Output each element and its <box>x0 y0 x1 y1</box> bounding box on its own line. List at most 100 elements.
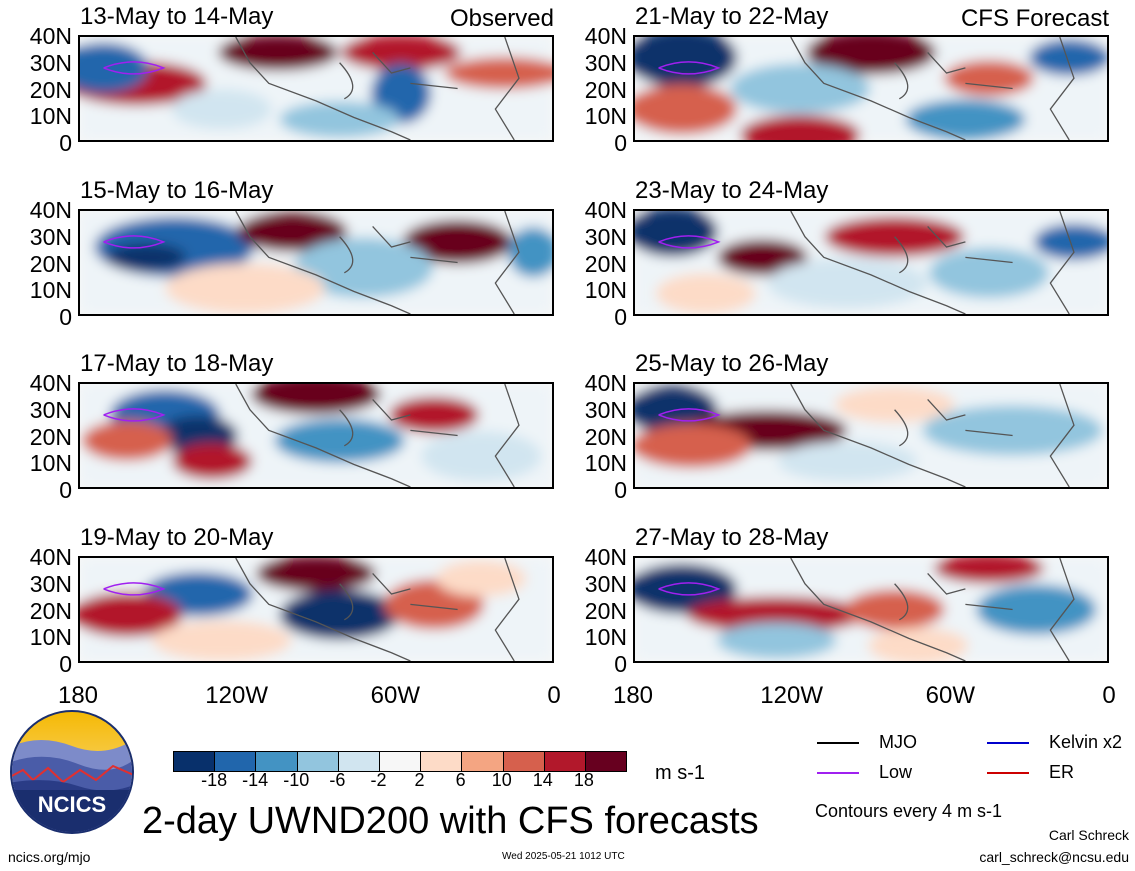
colorbar-swatch <box>255 752 297 771</box>
lat-label: 10N <box>584 103 627 130</box>
anomaly-blob <box>740 114 861 140</box>
anomaly-blob <box>635 423 752 468</box>
lon-label: 120W <box>760 682 824 709</box>
anomaly-blob <box>868 627 969 661</box>
anomaly-map <box>633 382 1109 489</box>
lat-label: 30N <box>29 49 72 76</box>
lat-label: 20N <box>29 250 72 277</box>
anomaly-map <box>633 556 1109 663</box>
lon-label: 180 <box>612 682 654 709</box>
anomaly-blob <box>686 596 867 633</box>
anomaly-blob <box>436 560 527 597</box>
lon-label: 60W <box>925 682 976 709</box>
main-title: 2-day UWND200 with CFS forecasts <box>142 800 759 842</box>
anomaly-blob <box>922 405 1103 456</box>
anomaly-map <box>78 209 554 316</box>
lat-label: 30N <box>29 396 72 423</box>
low-contour <box>103 61 166 75</box>
colorbar-tick-label: 6 <box>455 770 466 790</box>
anomaly-blob <box>165 263 326 314</box>
low-contour <box>103 235 166 249</box>
colorbar-tick-label: 14 <box>532 770 553 790</box>
lat-label: 10N <box>584 450 627 477</box>
anomaly-map <box>78 382 554 489</box>
contours-note: Contours every 4 m s-1 <box>815 801 1003 821</box>
lat-label: 0 <box>59 651 72 677</box>
lat-label: 40N <box>29 23 72 49</box>
lat-label: 20N <box>29 76 72 103</box>
lat-label: 10N <box>584 624 627 651</box>
low-contour <box>658 61 721 75</box>
panel-title: 15-May to 16-May <box>80 177 274 204</box>
anomaly-blob <box>635 211 718 257</box>
anomaly-blob <box>256 558 376 592</box>
colorbar-swatch <box>543 752 585 771</box>
panel-title: 25-May to 26-May <box>635 350 829 377</box>
anomaly-blob <box>279 101 400 138</box>
colorbar-swatch <box>502 752 544 771</box>
anomaly-blob <box>218 37 339 71</box>
anomaly-blob <box>80 592 183 637</box>
panel-corner-label: CFS Forecast <box>960 5 1109 32</box>
colorbar-swatch <box>174 752 215 771</box>
lat-label: 10N <box>29 624 72 651</box>
lat-label: 10N <box>29 103 72 130</box>
coastline <box>235 211 520 314</box>
low-contour <box>658 235 721 249</box>
anomaly-blob <box>635 84 738 135</box>
anomaly-blob <box>806 37 936 75</box>
lat-label: 20N <box>584 423 627 450</box>
lat-label: 0 <box>614 651 627 677</box>
colorbar-units: m s-1 <box>655 762 705 784</box>
anomaly-blob <box>905 99 1026 140</box>
colorbar-tick-label: 10 <box>491 770 512 790</box>
lat-label: 10N <box>29 450 72 477</box>
anomaly-blob <box>1029 39 1107 76</box>
colorbar-tick-label: -10 <box>283 770 310 790</box>
anomaly-blob <box>716 622 837 659</box>
panel-corner-label: Observed <box>449 5 554 32</box>
legend-label: Low <box>879 762 913 782</box>
colorbar <box>173 751 627 772</box>
colorbar-swatch <box>214 752 256 771</box>
anomaly-blob <box>834 386 955 423</box>
legend-swatch <box>817 772 859 774</box>
anomaly-blob <box>80 42 149 93</box>
lon-label: 180 <box>57 682 99 709</box>
lat-label: 40N <box>29 370 72 396</box>
anomaly-blob <box>402 219 513 264</box>
anomaly-blob <box>421 431 542 482</box>
anomaly-blob <box>151 620 292 661</box>
coastline <box>790 37 1075 140</box>
anomaly-blob <box>767 258 928 309</box>
anomaly-blob <box>340 37 461 71</box>
anomaly-blob <box>172 443 253 480</box>
coastline <box>790 384 1075 487</box>
anomaly-blob <box>934 558 1044 584</box>
anomaly-blob <box>237 211 348 252</box>
colorbar-swatch <box>378 752 421 771</box>
anomaly-blob <box>293 237 434 298</box>
anomaly-blob <box>730 63 871 114</box>
anomaly-map <box>633 209 1109 316</box>
anomaly-blob <box>508 227 552 278</box>
anomaly-blob <box>82 420 173 461</box>
lat-label: 20N <box>584 76 627 103</box>
colorbar-tick-label: 2 <box>414 770 425 790</box>
lat-label: 30N <box>584 570 627 597</box>
logo-text: NCICS <box>38 792 106 817</box>
lat-label: 20N <box>584 597 627 624</box>
anomaly-blob <box>106 243 187 272</box>
low-contour <box>658 582 721 596</box>
lat-label: 40N <box>584 370 627 396</box>
lat-label: 40N <box>584 197 627 223</box>
coastline <box>235 558 520 661</box>
lat-label: 20N <box>29 423 72 450</box>
anomaly-blob <box>944 60 1034 97</box>
coastline <box>790 211 1075 314</box>
anomaly-blob <box>655 273 756 314</box>
lat-label: 20N <box>29 597 72 624</box>
lat-label: 10N <box>584 277 627 304</box>
low-contour <box>103 582 166 596</box>
lat-label: 30N <box>584 396 627 423</box>
